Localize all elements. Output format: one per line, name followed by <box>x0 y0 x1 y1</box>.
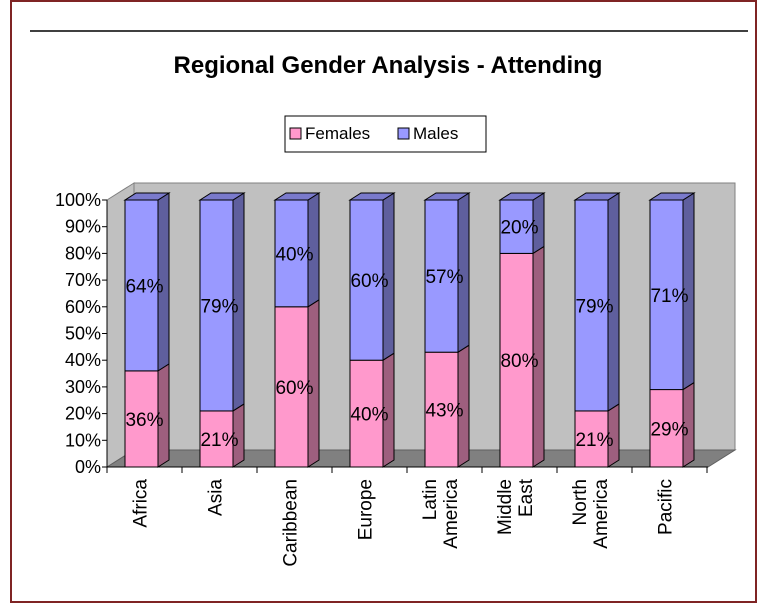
bar-top-males <box>123 192 171 201</box>
bar-males <box>124 199 159 372</box>
x-tick-label: North America <box>570 479 612 549</box>
data-label-males: 79% <box>200 296 238 317</box>
bar-top-males <box>573 192 621 201</box>
bar-females <box>349 359 384 468</box>
x-tick-label-line: North <box>570 479 591 525</box>
bar-males <box>649 199 684 391</box>
bar-females <box>274 306 309 468</box>
x-tick-label-line: Europe <box>356 479 377 540</box>
y-tick-label: 20% <box>65 404 101 424</box>
x-axis-labels: Africa Asia Caribbean Europe Latin America Mid… <box>106 467 708 567</box>
bar-stack: 21% 79% <box>573 192 621 468</box>
bar-stack: 21% 79% <box>198 192 246 468</box>
bar-males <box>424 199 459 353</box>
data-label-males: 64% <box>125 276 163 297</box>
y-tick-label: 70% <box>65 270 101 290</box>
bar-stack: 60% 40% <box>273 192 321 468</box>
x-tick-label-line: America <box>441 479 462 549</box>
data-label-males: 20% <box>500 218 538 239</box>
x-tick-label-line: Middle <box>495 479 516 535</box>
data-label-females: 36% <box>125 410 163 431</box>
y-tick-label: 30% <box>65 377 101 397</box>
y-tick-label: 80% <box>65 243 101 263</box>
y-tick-label: 0% <box>75 457 101 477</box>
bar-stack: 43% 57% <box>423 192 471 468</box>
bar-stack: 80% 20% <box>498 192 546 468</box>
x-tick-label: Middle East <box>495 478 537 535</box>
bars: 36% 64% 21% 79% 60% 40% 40% 60% 43% 57% 80% 20% 21% 7… <box>123 192 696 468</box>
data-label-males: 71% <box>650 286 688 307</box>
y-tick-label: 60% <box>65 297 101 317</box>
x-tick-label-line: Caribbean <box>281 479 302 567</box>
legend-box <box>284 115 487 153</box>
bar-males <box>349 199 384 361</box>
x-tick-label: Latin America <box>420 479 462 549</box>
x-tick-label: Africa <box>131 479 152 528</box>
x-tick-label: Asia <box>206 479 227 516</box>
y-tick-label: 40% <box>65 350 101 370</box>
data-label-males: 40% <box>275 244 313 265</box>
legend-swatch-females <box>289 127 302 140</box>
x-tick-label-line: America <box>591 479 612 549</box>
data-label-females: 80% <box>500 351 538 372</box>
data-label-females: 40% <box>350 405 388 426</box>
legend: Females Males <box>284 115 487 153</box>
legend-label-females: Females <box>305 124 370 143</box>
y-axis-ticks: 0% 10% 20% 30% 40% 50% 60% 70% 80% 90% 100% <box>55 190 107 477</box>
x-tick-label: Pacific <box>656 479 677 535</box>
data-label-females: 60% <box>275 378 313 399</box>
data-label-females: 21% <box>200 430 238 451</box>
bar-stack: 40% 60% <box>348 192 396 468</box>
x-tick-label-line: Asia <box>206 479 227 516</box>
x-tick-label-line: East <box>516 478 537 517</box>
bar-top-males <box>348 192 396 201</box>
bar-males <box>574 199 609 412</box>
legend-swatch-males <box>397 127 410 140</box>
data-label-females: 29% <box>650 419 688 440</box>
x-tick-label: Caribbean <box>281 479 302 567</box>
data-label-males: 60% <box>350 271 388 292</box>
bar-top-males <box>648 192 696 201</box>
bar-stack: 29% 71% <box>648 192 696 468</box>
y-tick-label: 100% <box>55 190 101 210</box>
bar-males <box>199 199 234 412</box>
bar-top-males <box>198 192 246 201</box>
y-tick-label: 50% <box>65 324 101 344</box>
bar-top-males <box>423 192 471 201</box>
data-label-males: 79% <box>575 296 613 317</box>
bar-top-males <box>498 192 546 201</box>
x-tick-label-line: Latin <box>420 479 441 520</box>
bar-females <box>649 389 684 468</box>
data-label-females: 43% <box>425 401 463 422</box>
y-tick-label: 90% <box>65 217 101 237</box>
y-tick-label: 10% <box>65 430 101 450</box>
bar-females <box>124 370 159 468</box>
x-tick-label: Europe <box>356 479 377 540</box>
x-tick-label-line: Pacific <box>656 479 677 535</box>
chart-title: Regional Gender Analysis - Attending <box>174 52 603 79</box>
x-tick-label-line: Africa <box>131 479 152 528</box>
data-label-males: 57% <box>425 267 463 288</box>
bar-stack: 36% 64% <box>123 192 171 468</box>
legend-label-males: Males <box>413 124 458 143</box>
bar-top-males <box>273 192 321 201</box>
data-label-females: 21% <box>575 430 613 451</box>
